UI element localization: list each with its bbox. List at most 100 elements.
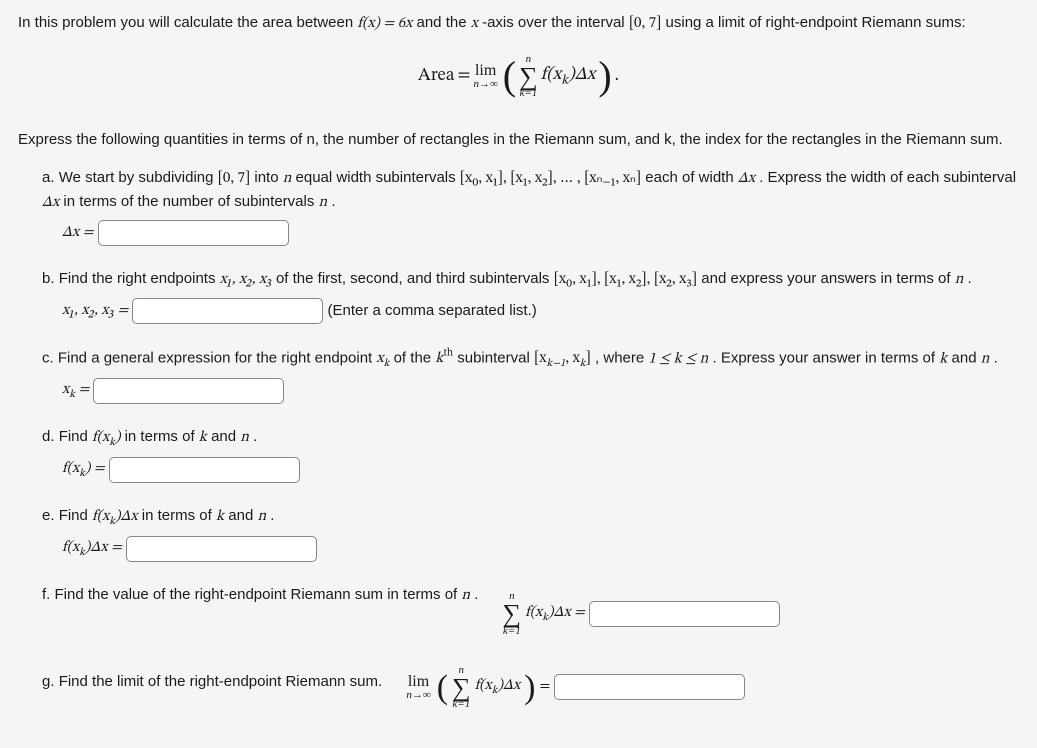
c-t6: . bbox=[994, 349, 998, 366]
g-close-paren-icon: ) bbox=[524, 674, 535, 701]
f-sum-stack: n ∑ k=1 bbox=[503, 591, 522, 636]
close-paren-icon: ) bbox=[598, 60, 611, 92]
d-fxk-h: f(x bbox=[92, 430, 109, 445]
g-lim-stack: lim n→∞ bbox=[406, 674, 430, 701]
d-k: k bbox=[199, 430, 207, 445]
g-t1: Find the limit of the right-endpoint Rie… bbox=[59, 673, 383, 690]
e-fxk-h: f(x bbox=[92, 509, 109, 524]
summand: f(xk)Δx bbox=[541, 62, 596, 91]
g-sum-stack: n ∑ k=1 bbox=[452, 665, 471, 710]
c-eq-eq: = bbox=[75, 382, 89, 397]
b-ints: [x₀, x₁], [x₁, x₂], [x₂, x₃] bbox=[554, 272, 698, 287]
f-s-t: )Δx = bbox=[548, 605, 585, 620]
c-cond: 1 ≤ k ≤ n bbox=[648, 351, 708, 366]
e-and: and bbox=[228, 507, 257, 524]
e-fxk-c: )Δx bbox=[115, 509, 138, 524]
c-t4: , where bbox=[595, 349, 648, 366]
d-eq-lhs: f(xk) = bbox=[62, 458, 105, 482]
b-eq-lhs: x₁, x₂, x₃ = bbox=[62, 300, 128, 323]
part-g: g. Find the limit of the right-endpoint … bbox=[42, 659, 1019, 710]
c-kth-sup: th bbox=[443, 348, 453, 359]
g-s-t: )Δx bbox=[498, 678, 521, 693]
intro-pre: In this problem you will calculate the a… bbox=[18, 14, 357, 31]
c-int-s1: k−1 bbox=[546, 358, 565, 369]
intro-interval: [0, 7] bbox=[629, 16, 662, 31]
c-n: n bbox=[981, 351, 990, 366]
area-formula: Area = lim n→∞ ( n ∑ k=1 f(xk)Δx ) . bbox=[18, 54, 1019, 99]
a-t4: each of width bbox=[645, 169, 738, 186]
a-n2: n bbox=[319, 195, 328, 210]
lim-word: lim bbox=[475, 63, 496, 79]
intro-fx: f(x) = 6x bbox=[357, 16, 412, 31]
part-c: c. Find a general expression for the rig… bbox=[42, 346, 1019, 404]
a-eq-lhs: Δx = bbox=[62, 222, 94, 245]
summand-head: f(x bbox=[541, 66, 562, 84]
e-eq-h: f(x bbox=[62, 540, 79, 555]
sub-intro: Express the following quantities in term… bbox=[18, 129, 1019, 152]
area-period: . bbox=[615, 63, 619, 90]
sigma-icon: ∑ bbox=[519, 65, 538, 88]
c-kth: kth bbox=[435, 351, 453, 366]
c-int-close: ] bbox=[586, 351, 591, 366]
d-and: and bbox=[211, 428, 240, 445]
c-int: [xk−1, xk] bbox=[534, 351, 591, 366]
b-t3: and express your answers in terms of bbox=[701, 270, 954, 287]
g-summand: f(xk)Δx bbox=[475, 675, 521, 699]
part-e: e. Find f(xk)Δx in terms of k and n . f(… bbox=[42, 505, 1019, 562]
g-open-paren-icon: ( bbox=[437, 674, 448, 701]
a-answer-input[interactable] bbox=[98, 220, 289, 246]
g-sigma-icon: ∑ bbox=[452, 676, 471, 699]
intro-x: x bbox=[471, 16, 478, 31]
f-t1: Find the value of the right-endpoint Rie… bbox=[55, 586, 462, 603]
lim-stack: lim n→∞ bbox=[473, 63, 497, 90]
part-g-label: g. bbox=[42, 673, 55, 690]
b-answer-input[interactable] bbox=[132, 298, 323, 324]
g-answer-input[interactable] bbox=[554, 674, 745, 700]
b-t1: Find the right endpoints bbox=[59, 270, 220, 287]
e-k: k bbox=[216, 509, 224, 524]
e-answer-input[interactable] bbox=[126, 536, 317, 562]
part-d: d. Find f(xk) in terms of k and n . f(xk… bbox=[42, 426, 1019, 483]
d-t3: . bbox=[253, 428, 257, 445]
area-eq: = bbox=[457, 63, 470, 90]
c-k: k bbox=[939, 351, 947, 366]
c-xk-sub: k bbox=[384, 358, 390, 369]
g-lim-sub: n→∞ bbox=[406, 690, 430, 701]
b-pts: x₁, x₂, x₃ bbox=[220, 272, 272, 287]
g-lim: lim bbox=[408, 674, 429, 690]
g-eq: = bbox=[539, 676, 550, 699]
c-t5: . Express your answer in terms of bbox=[712, 349, 939, 366]
a-t6: in terms of the number of subintervals bbox=[63, 193, 318, 210]
d-n: n bbox=[240, 430, 249, 445]
f-t2: . bbox=[474, 586, 478, 603]
part-f-label: f. bbox=[42, 586, 50, 603]
b-t2: of the first, second, and third subinter… bbox=[276, 270, 554, 287]
part-f: f. Find the value of the right-endpoint … bbox=[42, 584, 1019, 636]
d-eq-c: ) = bbox=[85, 461, 105, 476]
a-n: n bbox=[283, 171, 292, 186]
c-answer-input[interactable] bbox=[93, 378, 284, 404]
d-answer-input[interactable] bbox=[109, 457, 300, 483]
e-eq-c: )Δx = bbox=[85, 540, 122, 555]
d-fxk-c: ) bbox=[115, 430, 120, 445]
c-t3: subinterval bbox=[457, 349, 534, 366]
f-answer-input[interactable] bbox=[589, 601, 780, 627]
part-c-label: c. bbox=[42, 349, 54, 366]
sum-stack: n ∑ k=1 bbox=[519, 54, 538, 99]
b-n: n bbox=[955, 272, 964, 287]
sum-bot: k=1 bbox=[519, 88, 537, 99]
a-subs: [x₀, x₁], [x₁, x₂], … , [xₙ₋₁, xₙ] bbox=[460, 171, 641, 186]
e-n: n bbox=[257, 509, 266, 524]
f-summand: f(xk)Δx = bbox=[525, 602, 585, 626]
g-sum-bot: k=1 bbox=[452, 699, 470, 710]
e-eq-lhs: f(xk)Δx = bbox=[62, 537, 122, 561]
e-t1: Find bbox=[59, 507, 92, 524]
b-t4: . bbox=[968, 270, 972, 287]
c-int-open: [x bbox=[534, 351, 546, 366]
intro-text: In this problem you will calculate the a… bbox=[18, 12, 1019, 36]
c-xk: xk bbox=[376, 351, 389, 366]
f-s-h: f(x bbox=[525, 605, 542, 620]
c-int-mid: , x bbox=[565, 351, 579, 366]
a-interval: [0, 7] bbox=[218, 171, 251, 186]
intro-post-axis: -axis over the interval bbox=[482, 14, 629, 31]
